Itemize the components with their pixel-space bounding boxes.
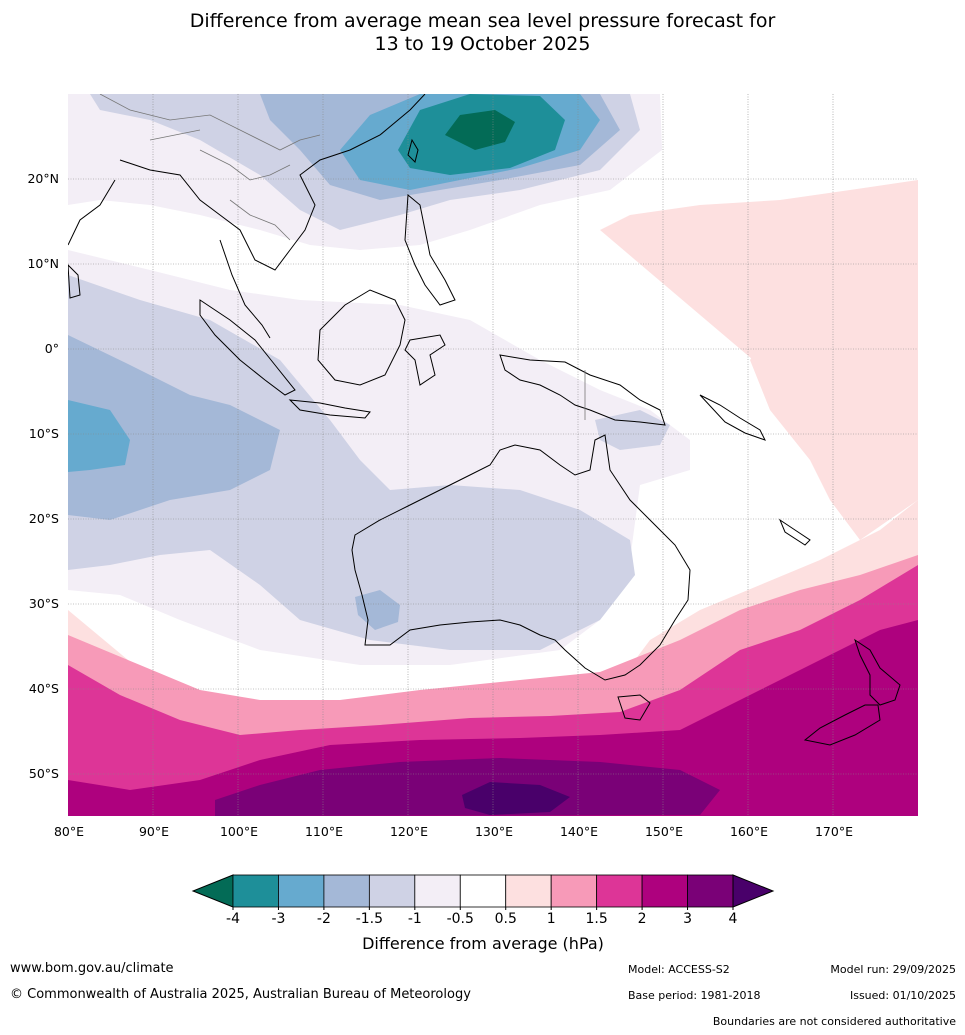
tasmania-coast — [617, 694, 651, 721]
anomaly-pos-2 — [68, 620, 918, 816]
indochina-coast — [119, 94, 426, 271]
colorbar-cell — [323, 874, 370, 908]
footer-url[interactable]: www.bom.gov.au/climate — [10, 961, 174, 976]
australia-coast — [351, 434, 691, 681]
sri-lanka-coast — [68, 264, 81, 299]
sumatra-coast — [199, 299, 296, 396]
new-caledonia-coast — [778, 518, 811, 546]
lat-label: 40°S — [29, 681, 59, 696]
colorbar-tick-label: 4 — [729, 911, 738, 927]
footer-model: Model: ACCESS-S2 — [628, 963, 730, 976]
lat-label: 0° — [45, 341, 59, 356]
anomaly-neg-1.5-sw-wa — [355, 590, 400, 630]
lon-label: 120°E — [390, 824, 428, 839]
anomaly-pos-0.5-tasman — [750, 240, 918, 540]
colorbar-tick-label: 1 — [547, 911, 556, 927]
colorbar-tick-label: -4 — [226, 911, 240, 927]
colorbar-title: Difference from average (hPa) — [362, 934, 604, 953]
colorbar-cell — [505, 874, 552, 908]
lon-label: 160°E — [730, 824, 768, 839]
colorbar-tick-label: 3 — [683, 911, 692, 927]
colorbar-cell — [550, 874, 598, 908]
new-guinea-coast — [499, 354, 666, 426]
colorbar-cell — [232, 874, 279, 908]
colorbar-tick-label: 0.5 — [495, 911, 517, 927]
footer-model-run: Model run: 29/09/2025 — [830, 963, 956, 976]
lon-label: 100°E — [220, 824, 258, 839]
lon-label: 80°E — [54, 824, 84, 839]
colorbar-tick-label: 1.5 — [586, 911, 608, 927]
anomaly-neg-1-west — [68, 275, 635, 650]
colorbar-cell — [278, 874, 325, 908]
lon-label: 150°E — [645, 824, 683, 839]
longitude-labels: 80°E 90°E 100°E 110°E 120°E 130°E 140°E … — [54, 824, 853, 839]
anomaly-pos-4 — [462, 782, 570, 815]
colorbar-cell — [459, 874, 507, 908]
footer-issued: Issued: 01/10/2025 — [849, 989, 956, 1002]
title-line-1: Difference from average mean sea level p… — [189, 10, 776, 32]
colorbar: -4 -3 -2 -1.5 -1 -0.5 0.5 1 1.5 2 3 4 Difference fr… — [191, 874, 775, 953]
lat-label: 20°S — [29, 511, 59, 526]
graticule — [68, 94, 918, 816]
colorbar-left-arrow — [191, 874, 234, 908]
pressure-anomaly-field — [68, 94, 918, 816]
anomaly-neg-4 — [445, 110, 515, 150]
colorbar-tick-label: -1.5 — [356, 911, 383, 927]
malay-peninsula-coast — [219, 239, 271, 339]
footer-disclaimer: Boundaries are not considered authoritat… — [712, 1015, 956, 1028]
taiwan-coast — [407, 138, 419, 163]
anomaly-neg-1.5-west — [68, 335, 280, 520]
new-zealand-south-coast — [803, 704, 881, 746]
colorbar-cell — [414, 874, 461, 908]
lon-label: 140°E — [560, 824, 598, 839]
map-title: Difference from average mean sea level p… — [0, 10, 965, 56]
colorbar-tick-label: -3 — [271, 911, 285, 927]
india-coast — [68, 179, 116, 246]
colorbar-tick-label: 2 — [638, 911, 647, 927]
borneo-coast — [317, 289, 406, 386]
colorbar-cell — [368, 874, 416, 908]
latitude-labels: 20°N 10°N 0° 10°S 20°S 30°S 40°S 50°S — [27, 171, 59, 781]
colorbar-tick-label: -1 — [408, 911, 422, 927]
lat-label: 30°S — [29, 596, 59, 611]
new-zealand-north-coast — [854, 638, 901, 706]
anomaly-pos-3 — [215, 758, 720, 816]
boundaries — [99, 94, 586, 420]
colorbar-cell — [641, 874, 688, 908]
lon-label: 170°E — [815, 824, 853, 839]
lon-label: 110°E — [305, 824, 343, 839]
lon-label: 90°E — [139, 824, 169, 839]
lon-label: 130°E — [475, 824, 513, 839]
title-line-2: 13 to 19 October 2025 — [374, 33, 591, 55]
java-coast — [288, 399, 371, 419]
coastlines — [68, 94, 901, 746]
colorbar-cell — [596, 874, 643, 908]
sulawesi-coast — [404, 334, 446, 386]
colorbar-tick-label: -0.5 — [447, 911, 474, 927]
lat-label: 20°N — [27, 171, 59, 186]
solomon-islands-coast — [699, 394, 766, 441]
colorbar-cell — [687, 874, 734, 908]
colorbar-tick-label: -2 — [317, 911, 331, 927]
colorbar-right-arrow — [732, 874, 775, 908]
anomaly-neg-2-west — [68, 400, 130, 472]
philippines-coast — [404, 193, 456, 306]
lat-label: 50°S — [29, 766, 59, 781]
footer-copyright: © Commonwealth of Australia 2025, Austra… — [10, 987, 471, 1002]
lat-label: 10°S — [29, 426, 59, 441]
footer-base-period: Base period: 1981-2018 — [628, 989, 761, 1002]
lat-label: 10°N — [27, 256, 59, 271]
